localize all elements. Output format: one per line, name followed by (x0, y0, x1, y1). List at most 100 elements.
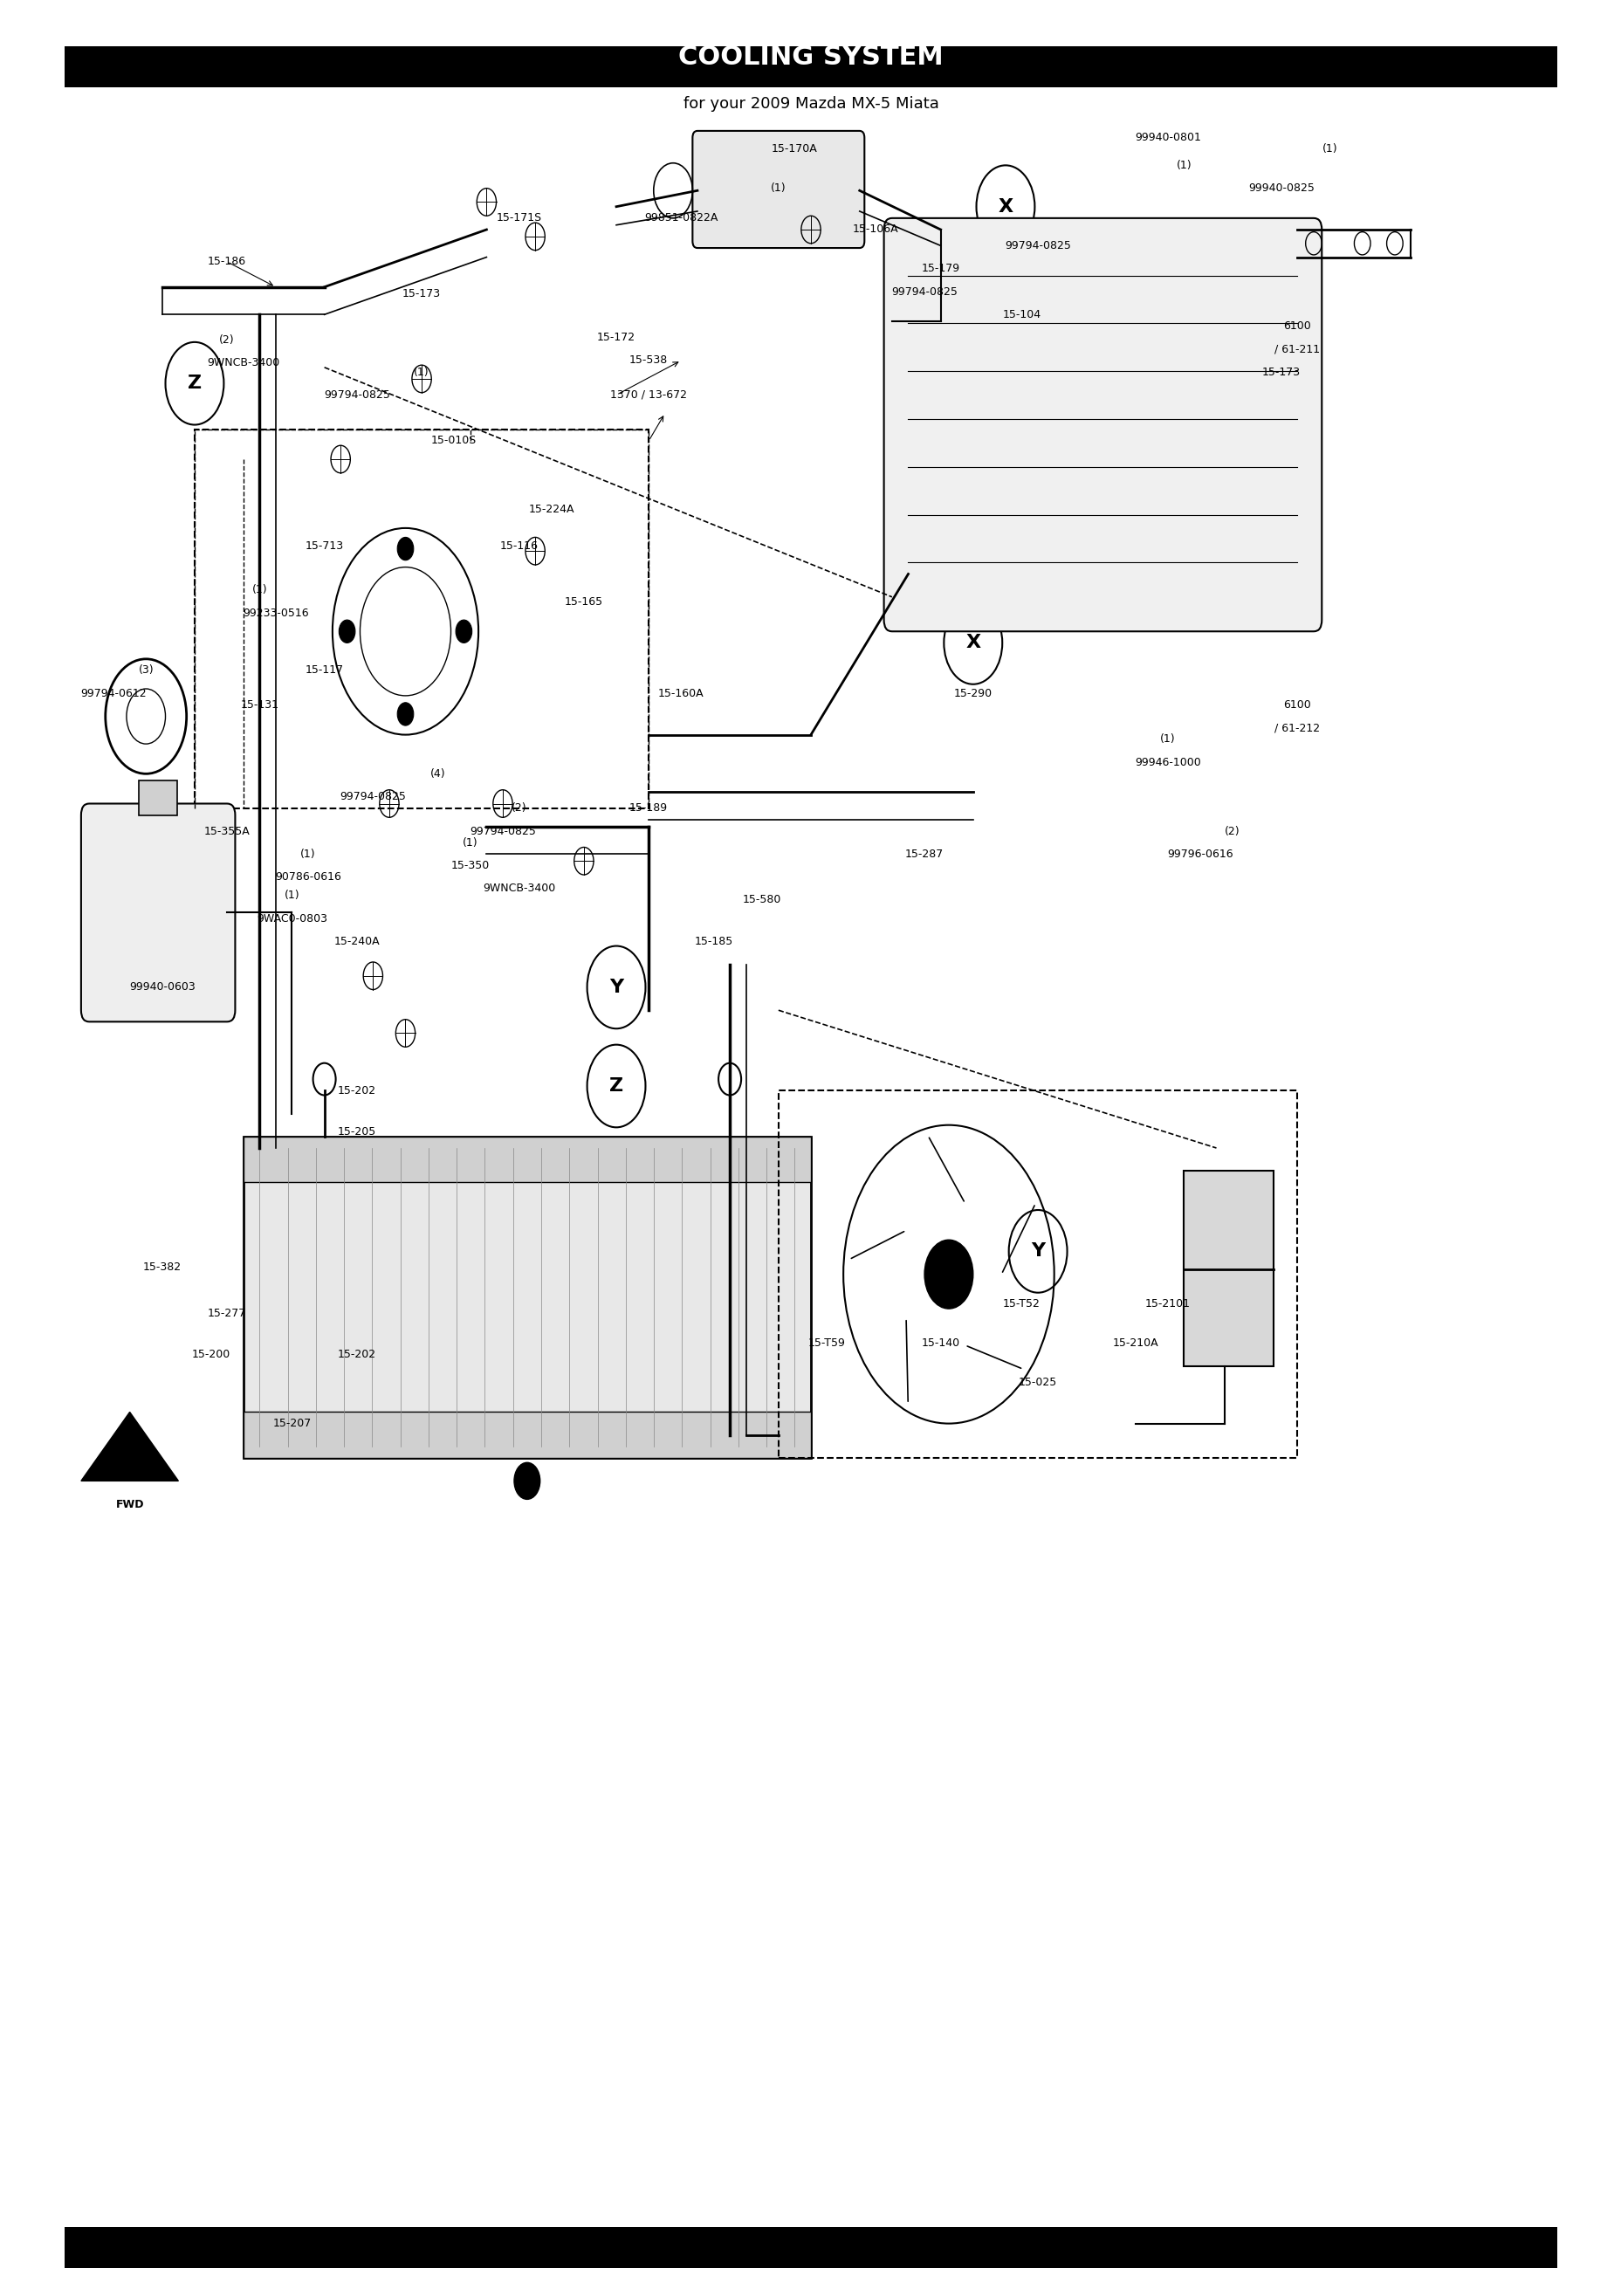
Text: 6100: 6100 (1282, 321, 1311, 331)
Text: 15-713: 15-713 (305, 542, 344, 551)
Text: 15-240A: 15-240A (334, 937, 379, 946)
Text: 15-131: 15-131 (240, 700, 279, 709)
Text: (1N11500): (1N11500) (1430, 2229, 1508, 2243)
Text: 9WAC0-0803: 9WAC0-0803 (256, 914, 327, 923)
Bar (243, 1412, 810, 1458)
Text: X: X (997, 197, 1013, 216)
Text: 99940-0825: 99940-0825 (1248, 184, 1313, 193)
Text: 99233-0516: 99233-0516 (243, 608, 308, 618)
Text: (1): (1) (300, 850, 316, 859)
Text: 15-186: 15-186 (207, 257, 246, 266)
Text: 99794-0825: 99794-0825 (892, 287, 956, 296)
Text: 15-202: 15-202 (337, 1086, 376, 1095)
Text: (1): (1) (1159, 735, 1175, 744)
Text: 15-224A: 15-224A (528, 505, 574, 514)
Text: 99794-0825: 99794-0825 (340, 792, 405, 801)
Text: 15-202: 15-202 (337, 1350, 376, 1359)
Text: 15-140: 15-140 (921, 1339, 960, 1348)
Bar (1183, 1171, 1272, 1366)
Circle shape (924, 1240, 973, 1309)
Text: (1): (1) (1175, 161, 1191, 170)
Text: 99940-0603: 99940-0603 (130, 983, 195, 992)
Polygon shape (81, 1412, 178, 1481)
Text: 15-117: 15-117 (305, 666, 344, 675)
Text: (1): (1) (284, 891, 300, 900)
Circle shape (397, 703, 413, 726)
FancyArrowPatch shape (851, 1231, 903, 1258)
Text: 99851-0822A: 99851-0822A (644, 214, 718, 223)
Text: for your 2009 Mazda MX-5 Miata: for your 2009 Mazda MX-5 Miata (682, 96, 939, 113)
Text: 15-025: 15-025 (1018, 1378, 1057, 1387)
Text: (1): (1) (770, 184, 786, 193)
Text: 99794-0612: 99794-0612 (81, 689, 146, 698)
Text: 15-185: 15-185 (694, 937, 733, 946)
Text: 99946-1000: 99946-1000 (1135, 758, 1200, 767)
Text: 15-T52: 15-T52 (1002, 1300, 1041, 1309)
Text: Y: Y (609, 978, 622, 996)
Circle shape (514, 1463, 540, 1499)
Text: 6100: 6100 (1282, 700, 1311, 709)
Text: 99796-0616: 99796-0616 (1167, 850, 1232, 859)
FancyArrowPatch shape (1002, 1205, 1034, 1272)
Text: 15-2101: 15-2101 (1144, 1300, 1190, 1309)
Text: (2): (2) (1224, 827, 1240, 836)
Text: (2): (2) (219, 335, 235, 344)
FancyBboxPatch shape (81, 804, 235, 1022)
Text: 99794-0825: 99794-0825 (1005, 241, 1070, 250)
Text: Z: Z (609, 1077, 622, 1095)
Bar (65, 2227, 1556, 2268)
Text: (4): (4) (430, 769, 446, 778)
Text: 15-290: 15-290 (953, 689, 992, 698)
Text: 9WNCB-3400: 9WNCB-3400 (483, 884, 554, 893)
Text: 15-171S: 15-171S (496, 214, 541, 223)
Text: 15-010S: 15-010S (431, 436, 477, 445)
FancyBboxPatch shape (692, 131, 864, 248)
Text: 99940-0801: 99940-0801 (1135, 133, 1200, 142)
Text: 15-160A: 15-160A (658, 689, 704, 698)
Text: (1): (1) (1321, 145, 1337, 154)
Text: 99794-0825: 99794-0825 (324, 390, 389, 400)
Text: 15-277: 15-277 (207, 1309, 246, 1318)
Circle shape (456, 620, 472, 643)
Text: 15-165: 15-165 (564, 597, 603, 606)
Bar (65, 46, 1556, 87)
Circle shape (397, 537, 413, 560)
Text: 15-210A: 15-210A (1112, 1339, 1157, 1348)
Text: 15-355A: 15-355A (204, 827, 250, 836)
Text: 15-170A: 15-170A (772, 145, 817, 154)
Text: Z: Z (188, 374, 201, 393)
Text: 99794-0825: 99794-0825 (470, 827, 535, 836)
Bar (243, 1137, 810, 1182)
Text: 15-173: 15-173 (402, 289, 441, 298)
Bar (243, 1137, 810, 1458)
Text: (2): (2) (511, 804, 527, 813)
FancyArrowPatch shape (906, 1320, 908, 1401)
Text: 15-580: 15-580 (742, 895, 781, 905)
Text: / 61-211: / 61-211 (1274, 344, 1319, 354)
Text: (1): (1) (413, 367, 430, 377)
Text: / 61-212: / 61-212 (1274, 723, 1319, 732)
Text: FWD: FWD (115, 1499, 144, 1511)
Text: 15-116: 15-116 (499, 542, 538, 551)
Text: 90786-0616: 90786-0616 (276, 872, 340, 882)
Text: 15-287: 15-287 (905, 850, 943, 859)
Text: 15-350: 15-350 (451, 861, 490, 870)
Bar (138, 781, 178, 815)
FancyArrowPatch shape (929, 1139, 963, 1201)
Text: 15-106A: 15-106A (853, 225, 898, 234)
Text: 15-382: 15-382 (143, 1263, 182, 1272)
Text: 15-172: 15-172 (597, 333, 635, 342)
Text: 15-104: 15-104 (1002, 310, 1041, 319)
Text: (1): (1) (462, 838, 478, 847)
Text: 15-189: 15-189 (629, 804, 668, 813)
Bar (778, 1091, 1297, 1458)
Text: Y: Y (1031, 1242, 1044, 1261)
Text: 15-207: 15-207 (272, 1419, 311, 1428)
Bar (195, 429, 648, 808)
Text: COOLING SYSTEM: COOLING SYSTEM (678, 44, 943, 71)
Text: 15-173: 15-173 (1261, 367, 1300, 377)
FancyBboxPatch shape (883, 218, 1321, 631)
Text: 15-179: 15-179 (921, 264, 960, 273)
Text: 15-200: 15-200 (191, 1350, 230, 1359)
Circle shape (339, 620, 355, 643)
